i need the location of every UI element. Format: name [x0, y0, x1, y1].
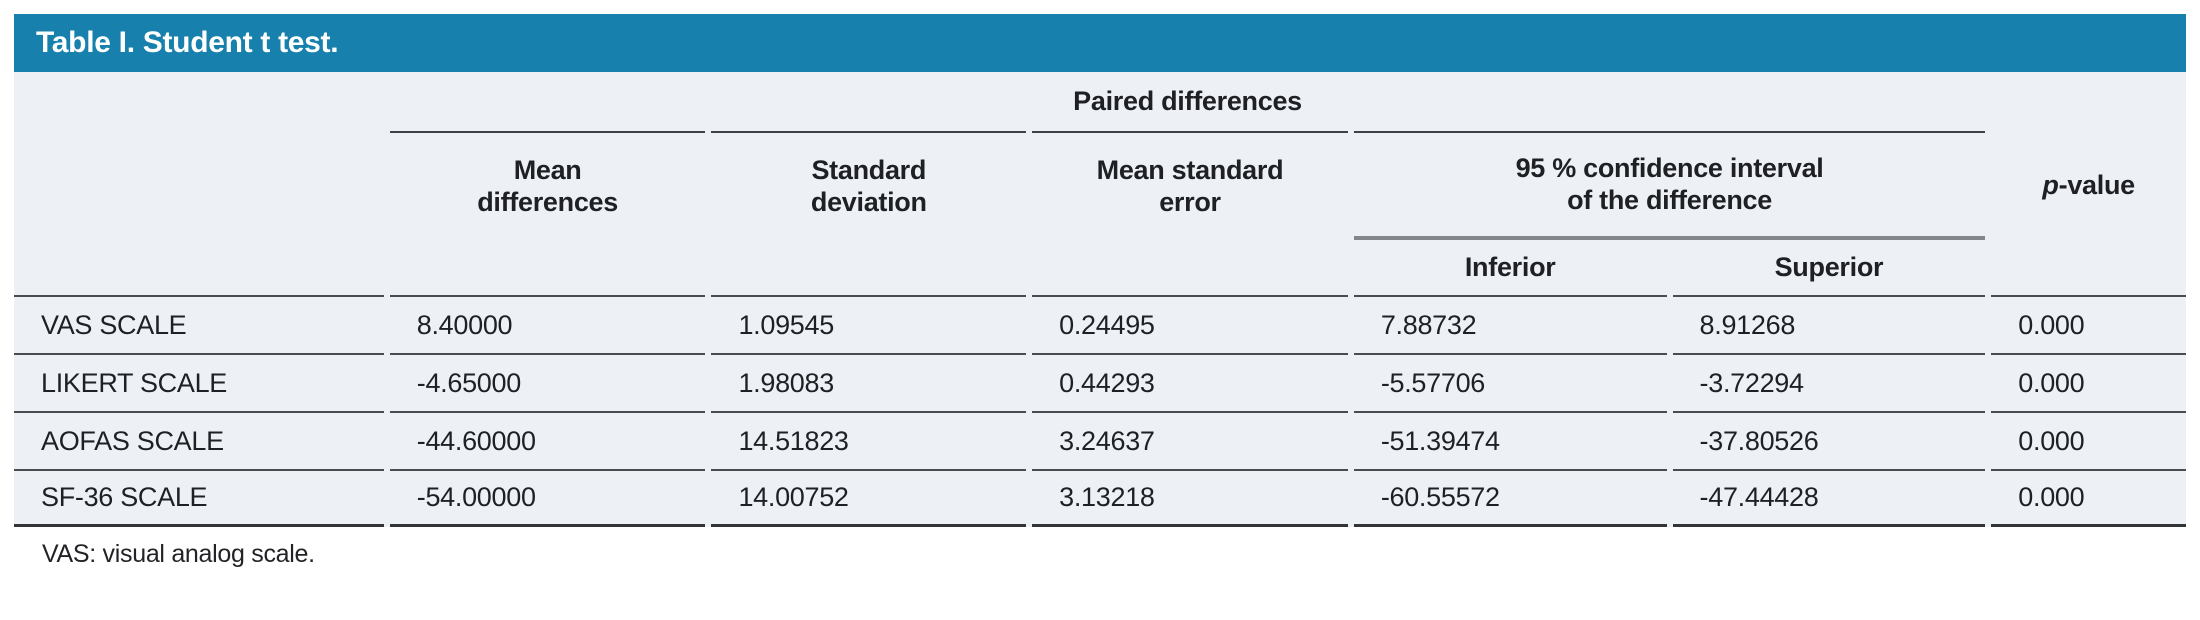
cell-row-label: SF-36 SCALE: [14, 469, 384, 527]
column-header-superior: Superior: [1774, 251, 1884, 282]
cell-ci-inferior: 7.88732: [1353, 295, 1667, 353]
cell-row-label: VAS SCALE: [14, 295, 384, 353]
cell-p-value: 0.000: [1991, 295, 2186, 353]
table-header: Paired differences Mean differences Stan…: [14, 72, 2186, 295]
column-header-inferior: Inferior: [1464, 251, 1556, 282]
table-row: LIKERT SCALE -4.65000 1.98083 0.44293 -5…: [14, 353, 2186, 411]
cell-mean-differences: -44.60000: [389, 411, 706, 469]
cell-ci-inferior: -51.39474: [1353, 411, 1667, 469]
cell-mean-differences: -4.65000: [389, 353, 706, 411]
cell-ci-superior: -3.72294: [1672, 353, 1986, 411]
cell-row-label: AOFAS SCALE: [14, 411, 384, 469]
cell-mean-differences: -54.00000: [389, 469, 706, 527]
column-header-mean-differences: Mean differences: [389, 131, 706, 240]
cell-p-value: 0.000: [1991, 411, 2186, 469]
student-t-test-table: Paired differences Mean differences Stan…: [14, 72, 2186, 527]
cell-mean-standard-error: 0.44293: [1032, 353, 1348, 411]
cell-p-value: 0.000: [1991, 353, 2186, 411]
table-row: SF-36 SCALE -54.00000 14.00752 3.13218 -…: [14, 469, 2186, 527]
cell-mean-standard-error: 3.24637: [1032, 411, 1348, 469]
cell-standard-deviation: 14.51823: [711, 411, 1027, 469]
cell-standard-deviation: 1.98083: [711, 353, 1027, 411]
cell-mean-differences: 8.40000: [389, 295, 706, 353]
group-header-confidence-interval: 95 % confidence interval of the differen…: [1353, 131, 1986, 240]
cell-mean-standard-error: 3.13218: [1032, 469, 1348, 527]
table-row: VAS SCALE 8.40000 1.09545 0.24495 7.8873…: [14, 295, 2186, 353]
table-title: Table I. Student t test.: [36, 26, 339, 59]
table-footnote: VAS: visual analog scale.: [42, 540, 315, 568]
cell-standard-deviation: 1.09545: [711, 295, 1027, 353]
cell-ci-inferior: -5.57706: [1353, 353, 1667, 411]
column-header-standard-deviation: Standard deviation: [711, 131, 1027, 240]
cell-ci-inferior: -60.55572: [1353, 469, 1667, 527]
cell-p-value: 0.000: [1991, 469, 2186, 527]
cell-ci-superior: 8.91268: [1672, 295, 1986, 353]
cell-mean-standard-error: 0.24495: [1032, 295, 1348, 353]
p-value-italic-p: p: [2042, 169, 2059, 200]
cell-ci-superior: -37.80526: [1672, 411, 1986, 469]
cell-row-label: LIKERT SCALE: [14, 353, 384, 411]
cell-ci-superior: -47.44428: [1672, 469, 1986, 527]
column-header-p-value: p -value: [1991, 131, 2186, 240]
table-row: AOFAS SCALE -44.60000 14.51823 3.24637 -…: [14, 411, 2186, 469]
column-header-mean-standard-error: Mean standard error: [1032, 131, 1348, 240]
cell-standard-deviation: 14.00752: [711, 469, 1027, 527]
header-spacer-cell: [14, 72, 384, 295]
p-value-rest: -value: [2058, 169, 2136, 200]
table-title-bar: Table I. Student t test.: [14, 14, 2186, 72]
group-header-paired-differences: Paired differences: [1073, 85, 1302, 116]
